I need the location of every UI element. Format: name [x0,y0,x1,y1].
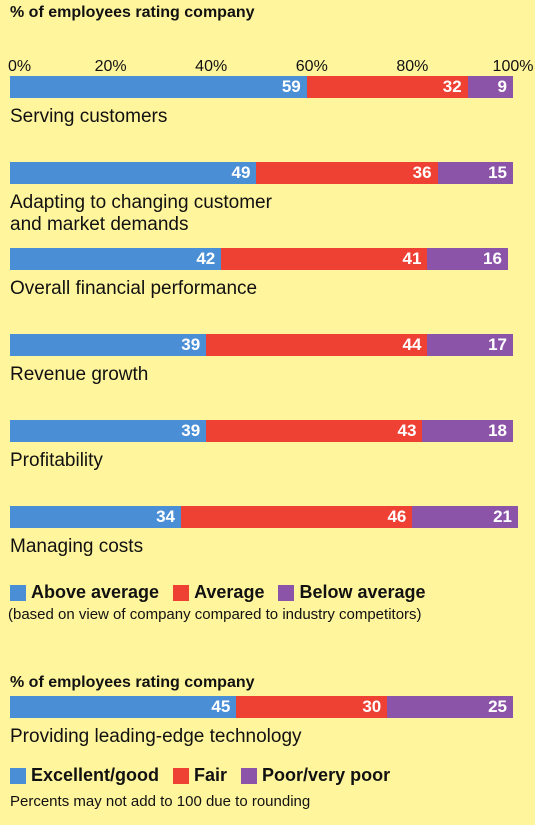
chart-title: % of employees rating company [10,4,255,21]
legend-label: Fair [194,765,228,785]
legend-item: Poor/very poor [241,765,390,786]
bar-segment [422,420,513,442]
legend-swatch [10,767,26,784]
category-label: Overall financial performance [10,278,258,299]
data-label: 59 [281,77,301,96]
data-label: 17 [488,335,507,354]
data-label: 44 [402,335,422,354]
legend-item: Above average [10,582,159,603]
bar-segment [306,76,468,98]
x-tick-label: 100% [492,58,534,75]
bar-segment [206,334,428,356]
bar-segment [427,248,508,270]
bar-segment [206,420,423,442]
legend-label: Below average [299,582,426,602]
data-label: 18 [488,421,507,440]
legend-label: Poor/very poor [262,765,391,785]
data-label: 43 [397,421,417,440]
bar-segment [412,506,519,528]
note: Percents may not add to 100 due to round… [10,793,311,810]
bar-segment [10,420,207,442]
legend-swatch [173,767,190,784]
bar-segment [10,334,207,356]
data-label: 41 [402,249,422,268]
legend-swatch [173,584,190,601]
legend-item: Excellent/good [10,765,159,786]
bar-segment [10,162,257,184]
legend-swatch [278,584,295,601]
bar-segment [427,334,513,356]
data-label: 21 [493,507,513,526]
data-label: 49 [231,163,251,182]
legend-item: Below average [278,582,426,603]
data-label: 46 [387,507,407,526]
x-tick-label: 40% [195,58,228,75]
data-label: 39 [181,335,201,354]
legend-item: Average [173,582,264,603]
data-label: 25 [488,697,507,716]
bar-segment [467,76,513,98]
data-label: 42 [196,249,216,268]
data-label: 39 [181,421,201,440]
bar-segment [437,162,513,184]
legend-label: Average [194,582,265,602]
data-label: 16 [483,249,502,268]
legend-label: Above average [31,582,160,602]
data-label: 9 [497,77,507,96]
bar-segment [10,248,222,270]
category-label: Adapting to changing customer and market… [10,192,272,235]
data-label: 45 [211,697,231,716]
bar-segment [10,506,182,528]
data-label: 36 [412,163,432,182]
bar-segment [387,696,513,718]
chart-title: % of employees rating company [10,674,255,691]
data-label: 30 [362,697,382,716]
legend-item: Fair [173,765,227,786]
category-label: Providing leading-edge technology [10,726,302,747]
x-tick-label: 60% [295,58,328,75]
data-label: 15 [488,163,507,182]
x-tick-label: 20% [94,58,127,75]
category-label: Serving customers [10,106,168,127]
bar-segment [10,76,307,98]
legend-swatch [241,767,258,784]
bar-segment [236,696,388,718]
data-label: 34 [156,507,176,526]
bar-segment [221,248,428,270]
category-label: Managing costs [10,536,144,557]
category-label: Profitability [10,450,103,471]
bar-segment [256,162,438,184]
category-label: Revenue growth [10,364,149,385]
x-tick-label: 0% [8,58,32,75]
bar-segment [181,506,413,528]
x-tick-label: 80% [396,58,429,75]
legend-label: Excellent/good [31,765,160,785]
legend-swatch [10,584,26,601]
data-label: 32 [442,77,462,96]
bar-segment [10,696,237,718]
subtitle: (based on view of company compared to in… [8,606,422,623]
